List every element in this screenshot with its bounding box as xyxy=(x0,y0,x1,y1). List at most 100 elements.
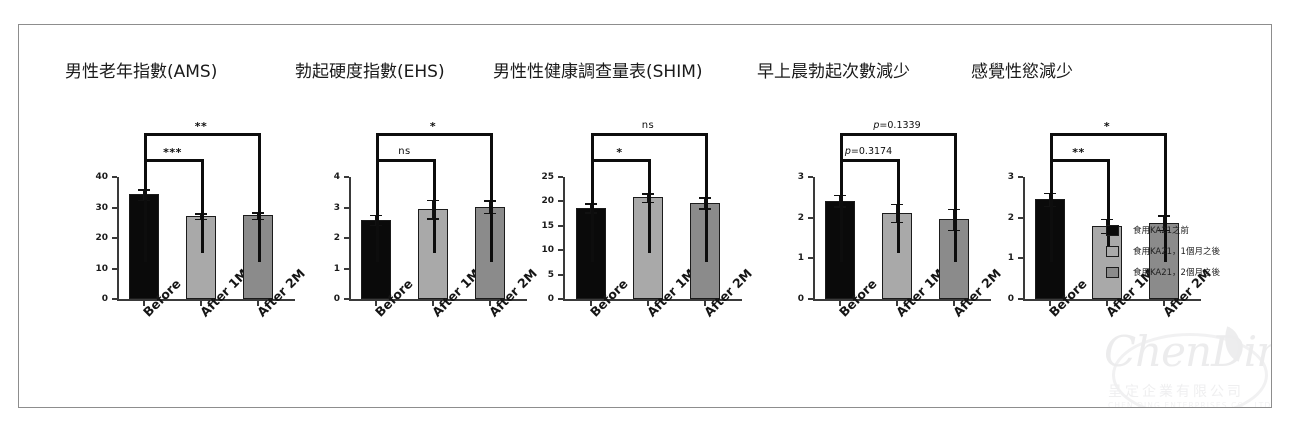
y-axis-tick xyxy=(558,224,563,227)
x-axis-tick xyxy=(200,301,202,306)
y-axis-tick-label: 0 xyxy=(101,294,108,304)
legend-label: 食用KA21之前 xyxy=(1133,226,1190,236)
chart-title: 男性性健康調查量表(SHIM) xyxy=(493,62,703,82)
error-bar xyxy=(839,194,841,207)
chart-title: 男性老年指數(AMS) xyxy=(65,62,218,82)
y-axis-tick-label: 20 xyxy=(541,196,554,207)
significance-bracket-bar xyxy=(840,159,900,162)
significance-label: * xyxy=(429,120,437,133)
y-axis-tick xyxy=(112,298,117,300)
significance-bracket-leg-left xyxy=(1050,133,1053,263)
y-axis-tick-label: 5 xyxy=(547,269,554,280)
significance-bracket-leg-left xyxy=(376,133,379,263)
y-axis-tick xyxy=(1018,298,1023,300)
y-axis-tick-label: 2 xyxy=(1007,212,1014,223)
y-axis-tick-label: 2 xyxy=(797,212,804,223)
x-axis-tick xyxy=(375,301,377,306)
significance-bracket-leg-right xyxy=(433,159,436,253)
legend-item: 食用KA21，1個月之後 xyxy=(1106,242,1220,260)
x-axis-tick xyxy=(647,301,649,306)
significance-bracket-bar xyxy=(591,159,651,162)
y-axis-tick xyxy=(344,206,349,209)
y-axis-tick-label: 15 xyxy=(541,220,554,231)
x-axis-tick xyxy=(839,301,841,306)
y-axis-tick xyxy=(1018,216,1023,219)
chart-title: 感覺性慾減少 xyxy=(971,62,1073,82)
error-bar xyxy=(375,214,377,225)
y-axis-tick xyxy=(558,273,563,276)
y-axis-tick xyxy=(808,176,813,178)
significance-label: ns xyxy=(398,146,411,157)
significance-label: ns xyxy=(641,120,655,131)
significance-bracket-bar xyxy=(1050,159,1110,162)
y-axis-line xyxy=(1023,177,1025,300)
y-axis-tick-label: 10 xyxy=(95,263,108,274)
y-axis-tick-label: 3 xyxy=(797,172,804,182)
significance-bracket-leg-right xyxy=(705,133,708,263)
y-axis-tick xyxy=(558,176,563,178)
error-bar xyxy=(953,208,955,230)
error-bar xyxy=(200,213,202,219)
x-axis-line xyxy=(117,299,295,301)
significance-label: ** xyxy=(194,120,208,133)
bar xyxy=(1092,225,1122,299)
error-bar xyxy=(1049,192,1051,206)
y-axis-tick-label: 1 xyxy=(797,253,804,264)
significance-bracket-bar xyxy=(591,133,708,136)
significance-label: p=0.1339 xyxy=(873,120,921,131)
error-bar xyxy=(143,189,145,200)
error-bar xyxy=(1163,215,1165,230)
y-axis-tick-label: 1 xyxy=(333,263,340,274)
y-axis-tick xyxy=(112,206,117,209)
significance-bracket-leg-right xyxy=(954,133,957,263)
error-bar xyxy=(704,197,706,209)
y-axis-tick-label: 0 xyxy=(1007,294,1014,304)
y-axis-tick-label: 10 xyxy=(541,245,554,256)
significance-bracket-bar xyxy=(144,133,261,136)
x-axis-tick xyxy=(432,301,434,306)
significance-bracket-leg-right xyxy=(490,133,493,263)
significance-bracket-leg-left xyxy=(144,133,147,263)
significance-bracket-bar xyxy=(376,159,436,162)
y-axis-line xyxy=(563,177,565,300)
x-axis-tick xyxy=(489,301,491,306)
y-axis-tick xyxy=(344,267,349,270)
x-axis-tick xyxy=(590,301,592,306)
x-axis-line xyxy=(813,299,991,301)
error-bar xyxy=(432,199,434,219)
y-axis-tick-label: 40 xyxy=(95,172,108,182)
y-axis-tick xyxy=(344,176,349,178)
legend-swatch xyxy=(1106,266,1119,278)
legend-item: 食用KA21，2個月之後 xyxy=(1106,263,1220,281)
x-axis-tick xyxy=(257,301,259,306)
y-axis-tick xyxy=(558,298,563,300)
significance-bracket-leg-right xyxy=(1107,159,1110,253)
y-axis-tick xyxy=(112,176,117,178)
y-axis-tick xyxy=(1018,257,1023,260)
x-axis-line xyxy=(563,299,742,301)
y-axis-tick-label: 4 xyxy=(333,172,340,182)
legend-label: 食用KA21，2個月之後 xyxy=(1133,268,1220,278)
y-axis-tick-label: 3 xyxy=(333,202,340,213)
y-axis-tick xyxy=(558,249,563,252)
y-axis-tick xyxy=(808,298,813,300)
x-axis-tick xyxy=(896,301,898,306)
y-axis-tick-label: 1 xyxy=(1007,253,1014,264)
legend-swatch xyxy=(1106,224,1119,236)
significance-bracket-leg-right xyxy=(258,133,261,263)
y-axis-tick-label: 0 xyxy=(547,294,554,304)
significance-bracket-leg-right xyxy=(648,159,651,253)
y-axis-tick-label: 20 xyxy=(95,233,108,243)
significance-bracket-leg-right xyxy=(201,159,204,253)
significance-bracket-bar xyxy=(1050,133,1167,136)
significance-bracket-bar xyxy=(376,133,493,136)
significance-bracket-leg-right xyxy=(897,159,900,253)
legend-swatch xyxy=(1106,245,1119,257)
chart-title: 勃起硬度指數(EHS) xyxy=(295,62,445,82)
y-axis-tick-label: 25 xyxy=(541,172,554,182)
significance-label: * xyxy=(1103,120,1111,133)
significance-label: p=0.3174 xyxy=(844,146,893,157)
y-axis-tick xyxy=(808,216,813,219)
x-axis-tick xyxy=(953,301,955,306)
significance-bracket-bar xyxy=(840,133,957,136)
